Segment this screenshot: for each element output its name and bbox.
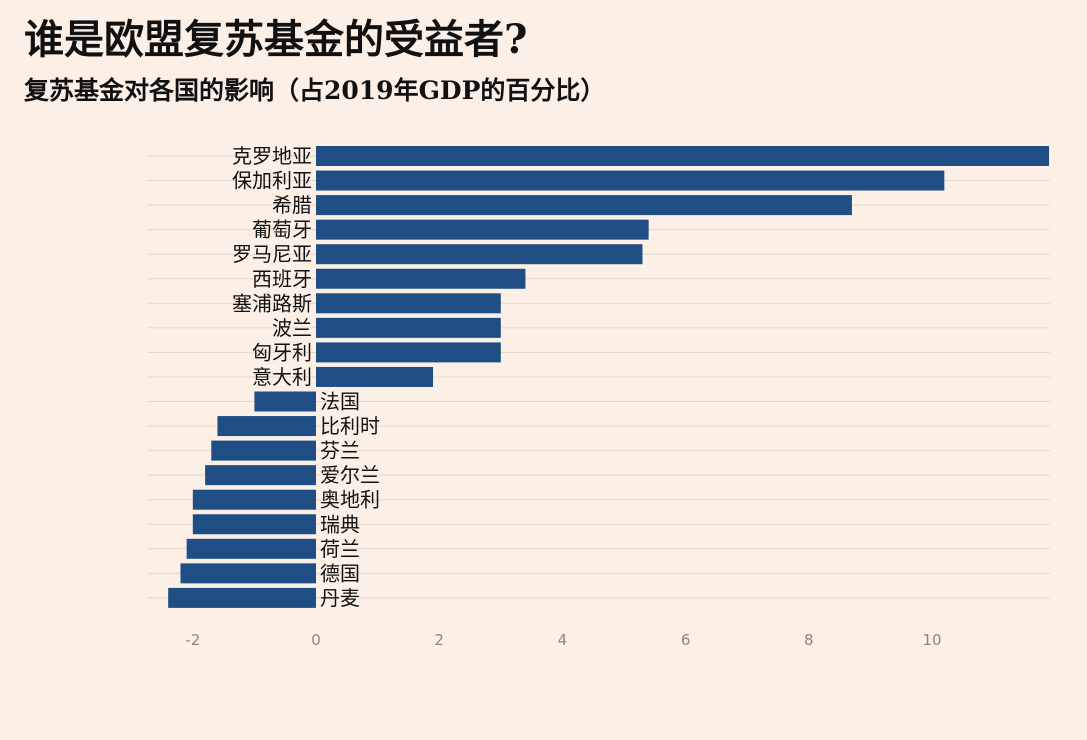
category-label: 保加利亚 — [232, 169, 312, 193]
bar — [254, 391, 316, 412]
category-label: 比利时 — [320, 414, 380, 438]
category-label: 丹麦 — [320, 586, 360, 610]
bar — [168, 587, 316, 608]
category-label: 芬兰 — [320, 439, 360, 463]
chart-subtitle: 复苏基金对各国的影响（占2019年GDP的百分比） — [24, 76, 606, 105]
bar — [192, 489, 316, 510]
category-label: 法国 — [320, 390, 360, 414]
bar — [316, 366, 434, 387]
chart-title: 谁是欧盟复苏基金的受益者? — [24, 16, 528, 63]
bar — [205, 465, 316, 486]
category-label: 爱尔兰 — [320, 463, 380, 487]
bar — [316, 170, 945, 191]
category-label: 克罗地亚 — [232, 144, 312, 168]
category-label: 希腊 — [272, 193, 312, 217]
bar — [316, 268, 526, 289]
category-label: 匈牙利 — [252, 340, 312, 364]
x-tick-label: 4 — [558, 631, 568, 649]
category-label: 西班牙 — [252, 267, 312, 291]
category-label: 罗马尼亚 — [232, 242, 312, 266]
category-label: 意大利 — [252, 365, 312, 389]
bar — [316, 293, 501, 314]
bar — [316, 195, 852, 216]
x-tick-label: 8 — [804, 631, 814, 649]
bar — [316, 244, 643, 265]
x-tick-label: 6 — [681, 631, 691, 649]
bar — [316, 342, 501, 363]
bar — [211, 440, 316, 461]
bar — [180, 563, 316, 584]
bar — [316, 219, 649, 240]
bar — [316, 146, 1050, 166]
grid-layer — [148, 155, 1050, 599]
category-label: 奥地利 — [320, 488, 380, 512]
category-label: 葡萄牙 — [252, 218, 312, 242]
bar — [217, 416, 316, 437]
category-label: 德国 — [320, 561, 360, 585]
x-axis: -2 0 2 4 6 8 10 — [185, 631, 941, 649]
category-label: 荷兰 — [320, 537, 360, 561]
label-layer: 克罗地亚保加利亚希腊葡萄牙罗马尼亚西班牙塞浦路斯波兰匈牙利意大利法国比利时芬兰爱… — [232, 144, 380, 610]
x-tick-label: 2 — [434, 631, 444, 649]
category-label: 塞浦路斯 — [232, 291, 312, 315]
category-label: 瑞典 — [320, 512, 360, 536]
category-label: 波兰 — [272, 316, 312, 340]
bar-layer — [168, 146, 1050, 608]
x-tick-label: 10 — [922, 631, 941, 649]
x-tick-label: 0 — [311, 631, 321, 649]
bar — [192, 514, 316, 535]
bar — [186, 538, 316, 559]
bar — [316, 317, 501, 338]
x-tick-label: -2 — [185, 631, 200, 649]
